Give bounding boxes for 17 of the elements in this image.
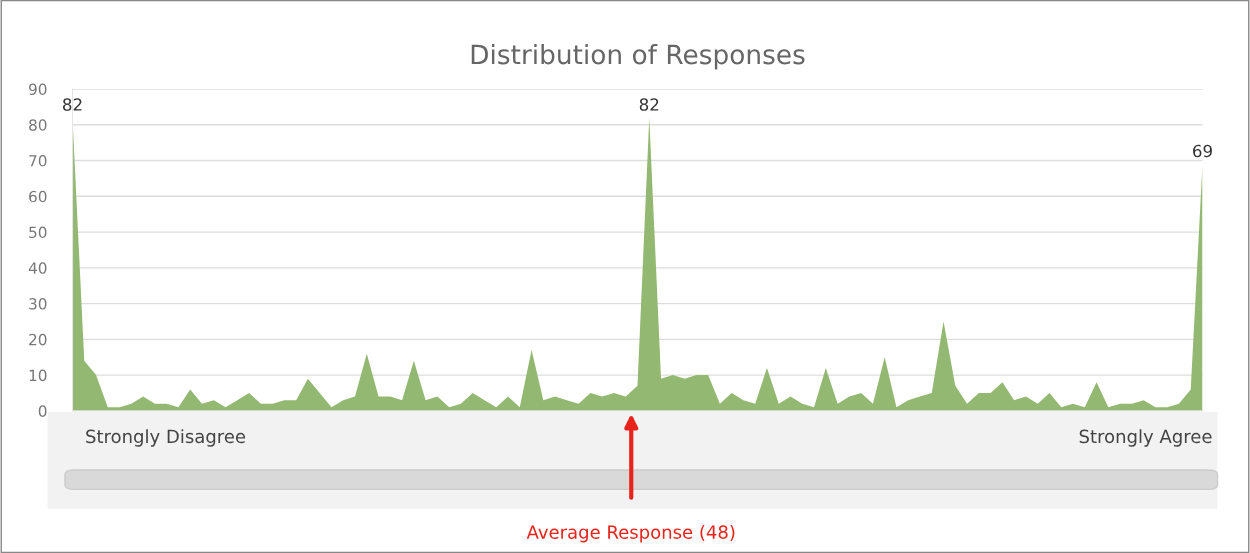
- y-tick-label: 40: [28, 262, 47, 274]
- data-label: 82: [63, 98, 82, 111]
- data-label: 69: [1193, 144, 1212, 158]
- text: Strongly Agree: [1079, 429, 1212, 447]
- text: Strongly Disagree: [86, 429, 246, 447]
- y-tick-label: 60: [29, 190, 47, 203]
- y-tick-label: 20: [29, 333, 47, 346]
- data-label: 82: [639, 98, 659, 111]
- chart-title: Distribution of Responses: [471, 43, 805, 70]
- text: Average Response (48): [526, 524, 735, 543]
- y-tick-label: 70: [29, 155, 47, 167]
- y-tick-label: 50: [29, 226, 47, 239]
- y-tick-label: 80: [29, 119, 47, 131]
- y-tick-label: 10: [29, 369, 47, 382]
- y-tick-label: 30: [29, 298, 47, 310]
- y-tick-label: 90: [29, 83, 47, 96]
- y-tick-label: 0: [38, 405, 47, 417]
